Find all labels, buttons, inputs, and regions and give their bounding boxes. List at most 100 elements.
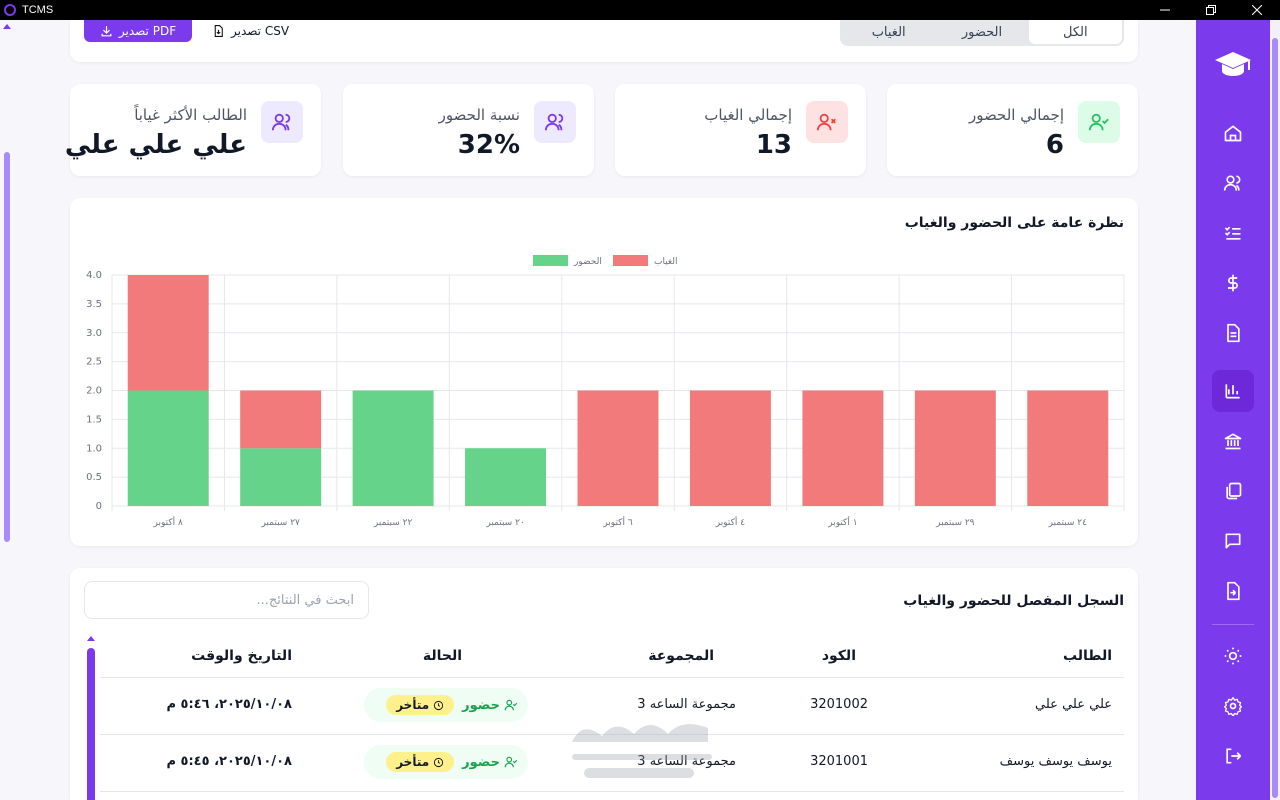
column-header-datetime[interactable]: التاريخ والوقت xyxy=(191,648,292,664)
scroll-up-arrow-icon[interactable] xyxy=(3,24,11,29)
bar-present xyxy=(465,448,547,506)
table-title: السجل المفصل للحضور والغياب xyxy=(903,593,1124,609)
bar-chart-icon xyxy=(1225,384,1240,399)
stat-value: علي علي علي xyxy=(64,130,247,160)
x-tick-label: ٦ أكتوبر xyxy=(602,516,632,528)
status-label: حضور xyxy=(462,697,500,713)
scroll-up-arrow-icon[interactable] xyxy=(87,636,95,641)
y-tick-label: 1.0 xyxy=(86,443,102,454)
attendance-log-card: السجل المفصل للحضور والغياب الطالب الكود… xyxy=(70,568,1138,800)
bar-present xyxy=(127,390,209,506)
sidebar-item-exports[interactable] xyxy=(1212,570,1254,612)
export-pdf-button[interactable]: تصدير PDF xyxy=(84,20,192,42)
sidebar-item-finance[interactable] xyxy=(1212,420,1254,462)
stat-value: 32% xyxy=(457,130,520,160)
theme-toggle[interactable] xyxy=(1212,635,1254,677)
x-tick-label: ٢٠ سبتمبر xyxy=(485,518,524,528)
sidebar-item-settings[interactable] xyxy=(1212,685,1254,727)
x-tick-label: ٢٩ سبتمبر xyxy=(935,518,975,528)
cell-student: يوسف يوسف يوسف xyxy=(999,754,1112,769)
late-badge: متأخر xyxy=(386,752,455,772)
legend-label: الحضور xyxy=(573,257,602,267)
close-icon xyxy=(1252,5,1262,15)
table-header: الطالب الكود المجموعة الحالة التاريخ وال… xyxy=(100,642,1124,678)
cell-datetime: ٢٠٢٥/١٠/٠٨، ٥:٤٥ م xyxy=(166,754,292,769)
cell-datetime: ٢٠٢٥/١٠/٠٨، ٥:٤٦ م xyxy=(166,697,292,712)
bar-absent xyxy=(914,390,996,506)
outer-scrollbar[interactable] xyxy=(1270,20,1280,800)
scrollbar-thumb[interactable] xyxy=(1272,38,1278,798)
filter-all-tab[interactable]: الكل xyxy=(1028,20,1122,44)
cell-student: علي علي علي xyxy=(1035,697,1112,712)
mostaql-watermark xyxy=(572,724,712,778)
sidebar-item-payments[interactable] xyxy=(1212,262,1254,304)
x-tick-label: ٤ أكتوبر xyxy=(715,516,745,528)
sidebar-item-home[interactable] xyxy=(1212,112,1254,154)
sidebar-item-students[interactable] xyxy=(1212,162,1254,204)
sidebar-item-materials[interactable] xyxy=(1212,470,1254,512)
stat-label: الطالب الأكثر غياباً xyxy=(134,106,247,124)
stat-card-total-absent: إجمالي الغياب 13 xyxy=(615,84,866,176)
export-csv-label: تصدير CSV xyxy=(231,24,290,38)
y-tick-label: 3.0 xyxy=(86,328,102,339)
column-header-status[interactable]: الحالة xyxy=(422,648,462,664)
table-scrollbar[interactable] xyxy=(87,636,95,800)
legend-swatch xyxy=(533,255,568,266)
restore-button[interactable] xyxy=(1188,0,1234,20)
search-input[interactable] xyxy=(84,581,369,619)
dollar-icon xyxy=(1228,274,1238,292)
close-window-button[interactable] xyxy=(1234,0,1280,20)
bar-absent xyxy=(802,390,884,506)
sidebar-item-attendance[interactable] xyxy=(1212,212,1254,254)
legend-swatch xyxy=(613,255,648,266)
users-icon xyxy=(261,101,303,143)
users-icon xyxy=(534,101,576,143)
logout-icon xyxy=(1226,748,1242,764)
stat-card-attendance-rate: نسبة الحضور 32% xyxy=(343,84,594,176)
file-download-icon xyxy=(214,25,223,37)
sidebar-item-reports[interactable] xyxy=(1212,370,1254,412)
cell-group: مجموعة الساعه 3 xyxy=(637,697,736,712)
attendance-bar-chart: 0 0.5 1.0 1.5 2.0 2.5 3.0 3.5 4.0 ٨ أكتوبر ٢٧ سبتم… xyxy=(86,255,1125,528)
bar-absent xyxy=(240,390,322,449)
sidebar-item-logout[interactable] xyxy=(1212,735,1254,777)
column-header-group[interactable]: المجموعة xyxy=(648,648,714,664)
scrollbar-thumb[interactable] xyxy=(4,152,10,542)
stat-card-total-present: إجمالي الحضور 6 xyxy=(887,84,1138,176)
status-present: حضور xyxy=(462,755,518,770)
table-row[interactable]: يوسف يوسف يوسف 3201001 مجموعة الساعه 3 ح… xyxy=(100,735,1124,792)
status-present: حضور xyxy=(462,698,518,713)
bar-absent xyxy=(577,390,659,506)
checklist-icon xyxy=(1224,226,1241,240)
filter-absent-tab[interactable]: الغياب xyxy=(871,24,906,40)
filter-present-tab[interactable]: الحضور xyxy=(961,24,1003,40)
sidebar-item-messages[interactable] xyxy=(1212,520,1254,562)
column-header-student[interactable]: الطالب xyxy=(1062,648,1112,664)
table-row[interactable]: علي علي علي 3201002 مجموعة الساعه 3 حضور… xyxy=(100,678,1124,735)
stat-label: نسبة الحضور xyxy=(438,106,520,124)
users-icon xyxy=(1223,175,1241,191)
user-check-icon xyxy=(504,699,518,711)
stat-label: إجمالي الحضور xyxy=(969,106,1064,124)
sidebar-item-documents[interactable] xyxy=(1212,312,1254,354)
export-csv-button[interactable]: تصدير CSV xyxy=(206,20,295,42)
bank-icon xyxy=(1224,433,1242,450)
cell-code: 3201001 xyxy=(810,754,868,769)
minimize-icon xyxy=(1160,9,1170,11)
y-tick-label: 0 xyxy=(96,501,102,512)
download-icon xyxy=(101,25,112,36)
graduation-cap-icon[interactable] xyxy=(1211,46,1255,82)
copy-icon xyxy=(1226,482,1242,500)
column-header-code[interactable]: الكود xyxy=(821,648,856,664)
report-toolbar: تصدير PDF تصدير CSV الكل الحضور الغياب xyxy=(70,20,1138,62)
y-tick-label: 0.5 xyxy=(86,472,102,483)
y-tick-label: 2.0 xyxy=(86,386,102,397)
page-scrollbar-left[interactable] xyxy=(0,20,14,800)
y-tick-label: 1.5 xyxy=(86,414,102,425)
scrollbar-thumb[interactable] xyxy=(87,648,95,800)
y-tick-label: 2.5 xyxy=(86,357,102,368)
minimize-button[interactable] xyxy=(1142,0,1188,20)
stat-card-most-absent: الطالب الأكثر غياباً علي علي علي xyxy=(65,84,321,176)
late-label: متأخر xyxy=(396,698,430,712)
window-title: TCMS xyxy=(22,4,54,16)
